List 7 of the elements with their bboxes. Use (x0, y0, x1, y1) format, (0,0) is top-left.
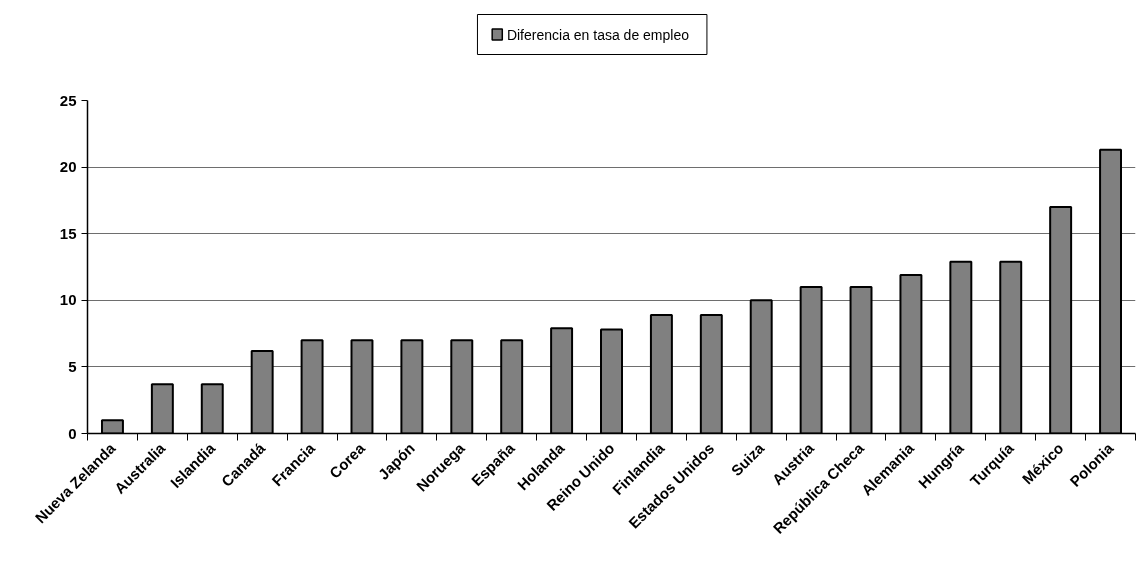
y-tick-label: 15 (59, 224, 77, 242)
legend-label: Diferencia en tasa de empleo (506, 26, 690, 43)
y-tick-label: 0 (68, 424, 77, 442)
y-tick-label: 10 (59, 291, 77, 309)
y-tick-label: 25 (59, 91, 77, 109)
y-tick-label: 20 (59, 158, 77, 176)
y-tick-label: 5 (68, 357, 77, 375)
